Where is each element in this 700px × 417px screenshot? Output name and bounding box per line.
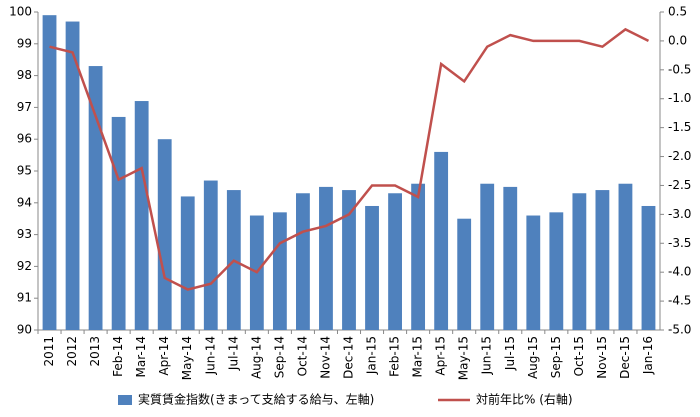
y2-tick-label: -0.5	[668, 62, 691, 76]
bar	[365, 205, 379, 330]
y2-tick-label: -2.0	[668, 149, 691, 163]
x-tick-label: Mar-14	[134, 336, 148, 377]
bar	[618, 183, 633, 330]
y-tick-label: 99	[17, 36, 32, 50]
bar	[480, 183, 495, 330]
x-tick-label: Sep-15	[549, 336, 563, 378]
x-tick-label: Dec-14	[342, 336, 356, 379]
bar	[641, 205, 656, 330]
bar	[595, 190, 610, 330]
bar	[434, 151, 449, 330]
x-tick-label: Mar-15	[411, 336, 425, 377]
y2-tick-label: 0.5	[668, 5, 687, 19]
y-tick-label: 91	[17, 291, 32, 305]
bar	[65, 21, 80, 330]
bar	[526, 215, 541, 330]
y2-tick-label: -3.0	[668, 207, 691, 221]
x-tick-label: Oct-15	[572, 336, 586, 376]
bar	[342, 190, 356, 330]
y2-tick-label: -5.0	[668, 323, 691, 337]
x-tick-label: Aug-14	[249, 336, 263, 379]
x-tick-label: May-14	[180, 336, 194, 380]
y2-tick-label: -1.0	[668, 91, 691, 105]
bar	[42, 15, 57, 331]
bar	[88, 66, 103, 330]
bar	[503, 186, 518, 330]
x-tick-label: Jan-16	[641, 336, 655, 375]
y-tick-label: 90	[17, 323, 32, 337]
bar	[549, 212, 564, 330]
bar	[572, 193, 587, 330]
legend-swatch	[118, 395, 132, 405]
y2-tick-label: -3.5	[668, 236, 691, 250]
y2-tick-label: -2.5	[668, 178, 691, 192]
y-tick-label: 100	[9, 5, 32, 19]
y2-tick-label: -4.5	[668, 294, 691, 308]
y-tick-label: 93	[17, 227, 32, 241]
bar	[180, 196, 195, 330]
bar	[157, 139, 172, 330]
y-tick-label: 95	[17, 164, 32, 178]
x-tick-label: Nov-15	[595, 336, 609, 379]
x-tick-label: 2012	[65, 336, 79, 367]
bar	[457, 218, 472, 330]
x-tick-label: Sep-14	[272, 336, 286, 378]
line	[49, 27, 650, 291]
x-tick-label: Jun-15	[480, 336, 494, 375]
x-tick-label: Feb-14	[111, 336, 125, 377]
x-tick-label: Nov-14	[318, 336, 332, 379]
x-tick-label: Feb-15	[388, 336, 402, 377]
x-tick-label: Jul-14	[226, 336, 240, 371]
bar	[272, 212, 287, 330]
legend-label: 対前年比% (右軸)	[476, 392, 573, 407]
y-tick-label: 96	[17, 132, 32, 146]
x-tick-label: Jul-15	[503, 336, 517, 371]
y2-tick-label: -4.0	[668, 265, 691, 279]
bar	[296, 193, 310, 330]
x-tick-label: Oct-14	[295, 336, 309, 376]
y-tick-label: 92	[17, 259, 32, 273]
y-tick-label: 97	[17, 100, 32, 114]
y-tick-label: 94	[17, 195, 32, 209]
x-tick-label: Apr-15	[434, 336, 448, 376]
bar	[411, 183, 426, 330]
bar	[134, 101, 149, 330]
x-tick-label: Apr-14	[157, 336, 171, 376]
y2-tick-label: 0.0	[668, 33, 687, 47]
x-tick-label: Jan-15	[365, 336, 379, 375]
x-tick-label: Jun-14	[203, 336, 217, 375]
x-tick-label: May-15	[457, 336, 471, 380]
x-tick-label: Dec-15	[618, 336, 632, 379]
bar	[111, 116, 126, 330]
y-tick-label: 98	[17, 68, 32, 82]
x-tick-label: Aug-15	[526, 336, 540, 379]
bar	[388, 193, 402, 330]
y2-tick-label: -1.5	[668, 120, 691, 134]
bar	[319, 186, 333, 330]
bar	[203, 180, 218, 330]
x-tick-label: 2011	[42, 336, 56, 367]
legend-label: 実質賃金指数(きまって支給する給与、左軸)	[138, 392, 374, 407]
x-tick-label: 2013	[88, 336, 102, 367]
